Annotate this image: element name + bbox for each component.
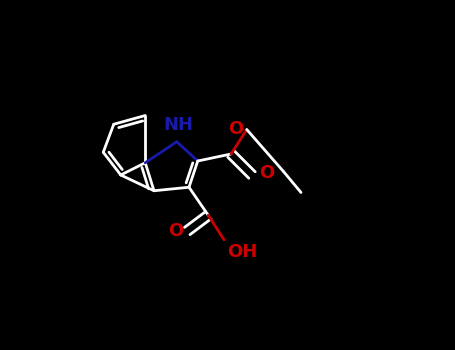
Text: O: O xyxy=(168,222,184,240)
Text: O: O xyxy=(228,120,243,139)
Text: O: O xyxy=(259,164,274,182)
Text: OH: OH xyxy=(228,243,258,261)
Text: NH: NH xyxy=(163,116,193,134)
